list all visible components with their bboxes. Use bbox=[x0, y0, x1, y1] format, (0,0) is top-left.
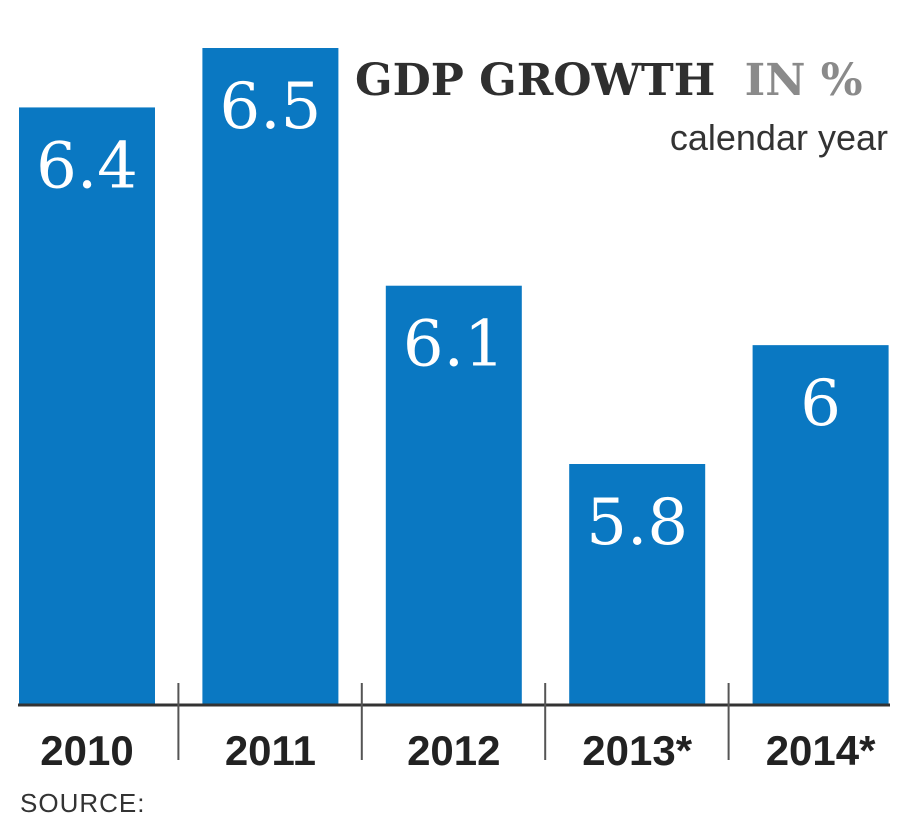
bar-value-labels: 6.4 6.5 6.1 5.8 6 bbox=[36, 70, 841, 560]
bar-2013 bbox=[569, 464, 706, 705]
chart-title: GDP GROWTH IN % bbox=[355, 55, 863, 106]
category-separators bbox=[177, 683, 730, 760]
source-label: SOURCE: bbox=[20, 788, 145, 813]
bar-value-label: 6.4 bbox=[36, 129, 138, 203]
bar-value-label: 5.8 bbox=[586, 486, 688, 560]
x-tick-label: 2012 bbox=[407, 727, 500, 774]
chart-title-main: GDP GROWTH bbox=[355, 55, 715, 106]
bar-value-label: 6 bbox=[800, 367, 841, 441]
bar-2010 bbox=[19, 107, 155, 705]
x-tick-label: 2014* bbox=[766, 727, 876, 774]
x-axis-labels: 2010 2011 2012 2013* 2014* bbox=[40, 727, 876, 774]
x-tick-label: 2011 bbox=[225, 727, 316, 774]
bars-layer bbox=[19, 48, 889, 705]
x-tick-label: 2013* bbox=[582, 727, 692, 774]
bar-2011 bbox=[202, 48, 339, 705]
bar-value-label: 6.1 bbox=[403, 308, 505, 382]
bar-2012 bbox=[385, 285, 522, 705]
chart-title-unit: IN % bbox=[745, 55, 863, 106]
bar-2014 bbox=[752, 345, 889, 705]
chart-subtitle: calendar year bbox=[670, 117, 888, 158]
bar-value-label: 6.5 bbox=[220, 70, 322, 144]
x-tick-label: 2010 bbox=[40, 727, 133, 774]
